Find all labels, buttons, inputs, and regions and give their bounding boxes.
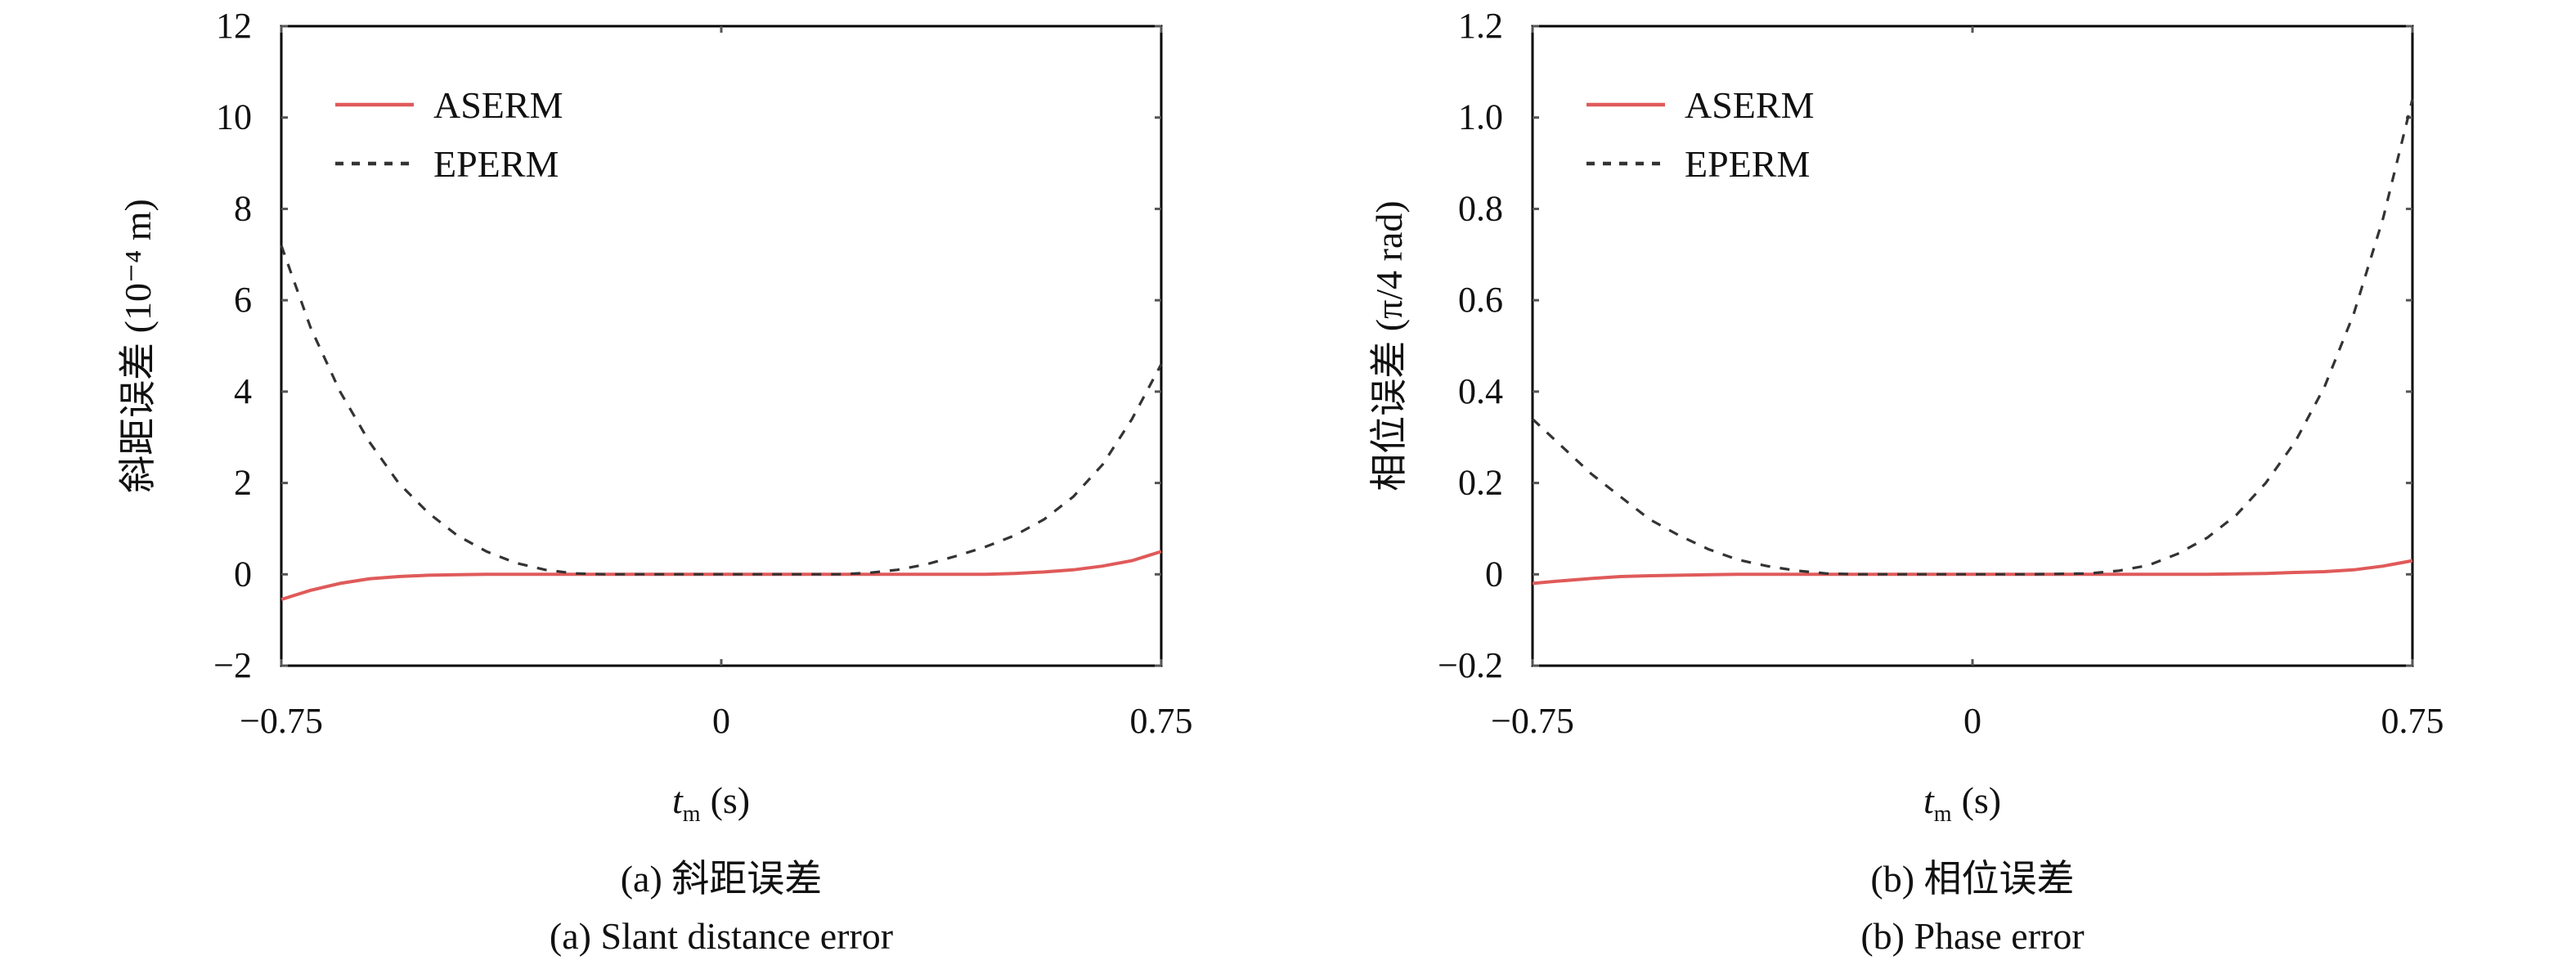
x-tick-label: −0.75 bbox=[1491, 701, 1574, 741]
y-tick-label: −0.2 bbox=[1438, 645, 1503, 685]
x-axis-unit: (s) bbox=[1962, 779, 2002, 821]
y-axis-label: 相位误差 (π/4 rad) bbox=[1368, 200, 1410, 491]
plot-frame bbox=[1531, 25, 2414, 667]
x-axis-label: tm (s) bbox=[1923, 779, 2001, 827]
y-axis-label: 斜距误差 (10⁻⁴ m) bbox=[117, 199, 159, 493]
y-tick-label: 2 bbox=[234, 463, 252, 503]
x-axis-unit: (s) bbox=[711, 779, 751, 821]
x-tick-label: 0.75 bbox=[2381, 701, 2444, 741]
y-tick-label: 0.2 bbox=[1458, 463, 1503, 503]
x-tick-label: −0.75 bbox=[240, 701, 323, 741]
x-axis-sub: m bbox=[683, 801, 701, 827]
plot-frame bbox=[280, 25, 1163, 667]
x-tick-label: 0 bbox=[712, 701, 730, 741]
series-line-aserm bbox=[1532, 559, 2413, 586]
legend-label: ASERM bbox=[433, 84, 563, 126]
legend-label: ASERM bbox=[1685, 84, 1814, 126]
y-tick-label: −2 bbox=[213, 645, 252, 685]
caption-english: (b) Phase error bbox=[1860, 915, 2084, 957]
x-axis-label: tm (s) bbox=[672, 779, 750, 827]
x-tick-label: 0.75 bbox=[1130, 701, 1193, 741]
y-tick-label: 0 bbox=[1485, 554, 1503, 594]
series-line-eperm bbox=[280, 245, 1163, 576]
y-tick-label: 12 bbox=[216, 6, 252, 46]
y-tick-label: 6 bbox=[234, 280, 252, 320]
x-axis-var: t bbox=[1923, 779, 1935, 821]
y-tick-label: 0.6 bbox=[1458, 280, 1503, 320]
caption-chinese: (b) 相位误差 bbox=[1870, 858, 2074, 900]
caption-english: (a) Slant distance error bbox=[550, 915, 893, 957]
panel-phase-error: −0.2 0 0.2 0.4 0.6 0.8 1.0 1.2 −0.75 0 0.75 ASERM EP… bbox=[1368, 6, 2444, 957]
y-tick-label: 1.0 bbox=[1458, 97, 1503, 137]
legend-label: EPERM bbox=[1685, 143, 1810, 185]
y-tick-label: 4 bbox=[234, 371, 252, 411]
y-tick-label: 0.8 bbox=[1458, 188, 1503, 228]
y-tick-label: 0 bbox=[234, 554, 252, 594]
legend-label: EPERM bbox=[433, 143, 559, 185]
panel-slant-distance-error: −2 0 2 4 6 8 10 12 −0.75 0 0.75 ASERM EPERM 斜距误差 (10⁻… bbox=[117, 6, 1193, 957]
y-tick-label: 10 bbox=[216, 97, 252, 137]
series-line-eperm bbox=[1531, 99, 2414, 576]
x-tick-label: 0 bbox=[1963, 701, 1981, 741]
y-tick-label: 0.4 bbox=[1458, 371, 1503, 411]
y-tick-label: 8 bbox=[234, 188, 252, 228]
x-axis-var: t bbox=[672, 779, 684, 821]
y-tick-label: 1.2 bbox=[1458, 6, 1503, 46]
caption-chinese: (a) 斜距误差 bbox=[621, 858, 823, 900]
x-axis-sub: m bbox=[1934, 801, 1952, 827]
